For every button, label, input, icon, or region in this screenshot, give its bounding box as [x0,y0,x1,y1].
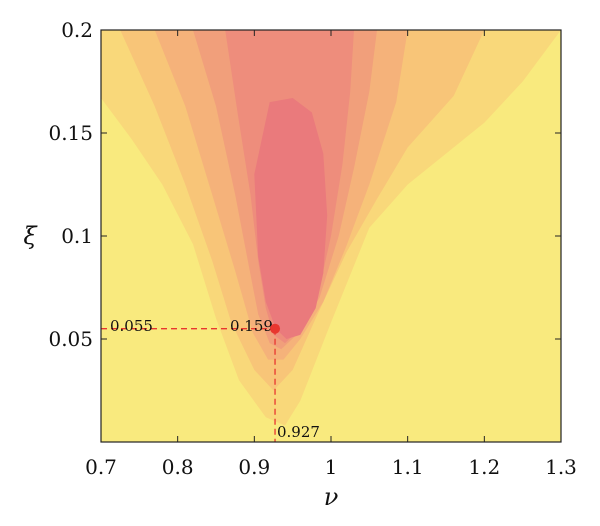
y-annotation-label: 0.055 [110,317,153,335]
x-tick-label: 1 [325,455,338,479]
optimum-point-marker [270,323,281,334]
contour-band-6 [254,98,328,339]
x-tick-label: 0.9 [238,455,270,479]
x-tick-label: 1.2 [468,455,500,479]
y-tick-label: 0.05 [48,327,93,351]
y-axis-title: ξ [23,222,38,250]
x-tick-label: 0.8 [162,455,194,479]
x-tick-label: 1.1 [392,455,424,479]
x-annotation-label: 0.927 [277,423,320,441]
point-value-label: 0.159 [230,317,273,335]
y-tick-label: 0.15 [48,121,93,145]
x-axis-title: ν [324,483,339,511]
contour-band-7 [273,236,312,315]
y-tick-label: 0.2 [61,18,93,42]
y-tick-label: 0.1 [61,224,93,248]
x-tick-label: 0.7 [85,455,117,479]
x-tick-label: 1.3 [545,455,577,479]
plot-area [101,30,561,442]
